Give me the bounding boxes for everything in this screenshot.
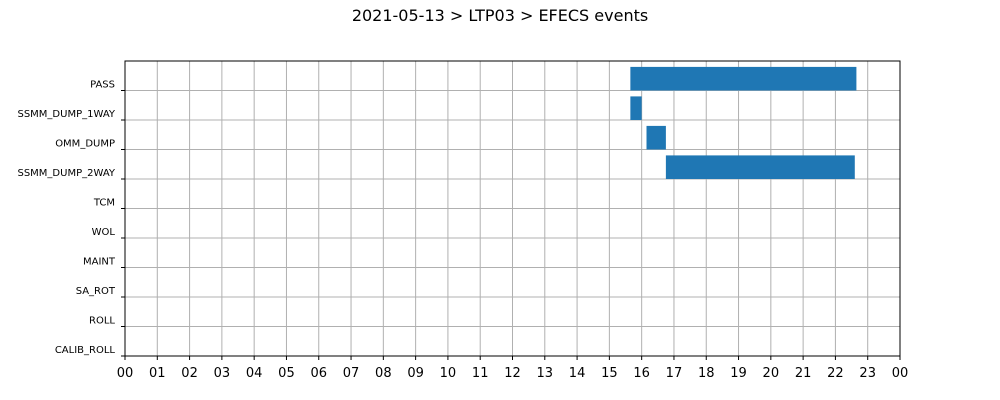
- y-tick-label: SSMM_DUMP_1WAY: [17, 109, 115, 120]
- event-bar: [630, 66, 857, 91]
- y-tick-label: MAINT: [83, 257, 116, 268]
- x-tick-label: 11: [472, 366, 489, 381]
- x-tick-label: 21: [795, 366, 812, 381]
- axes: PASS SSMM_DUMP_1WAY OMM_DUMP SSMM_DUMP_2WAY…: [17, 60, 909, 381]
- x-tick-label: 16: [633, 366, 650, 381]
- x-tick-label: 23: [859, 366, 876, 381]
- x-tick-label: 13: [537, 366, 554, 381]
- event-bar: [646, 125, 666, 150]
- x-tick-label: 00: [117, 366, 134, 381]
- y-tick-label: TCM: [93, 198, 115, 209]
- x-tick-label: 10: [440, 366, 457, 381]
- x-tick-label: 01: [149, 366, 166, 381]
- x-tick-label: 05: [278, 366, 295, 381]
- x-tick-label: 00: [892, 366, 909, 381]
- event-bars: [630, 66, 857, 179]
- x-tick-label: 08: [375, 366, 392, 381]
- x-tick-label: 17: [666, 366, 683, 381]
- y-tick-label: OMM_DUMP: [55, 139, 115, 150]
- y-tick-label: WOL: [92, 227, 116, 238]
- x-tick-label: 04: [246, 366, 263, 381]
- x-tick-label: 06: [310, 366, 327, 381]
- x-tick-label: 14: [569, 366, 586, 381]
- x-tick-label: 12: [504, 366, 521, 381]
- x-tick-label: 19: [730, 366, 747, 381]
- x-tick-label: 20: [763, 366, 780, 381]
- y-tick-label: CALIB_ROLL: [55, 345, 116, 356]
- x-tick-label: 09: [407, 366, 424, 381]
- y-tick-label: SA_ROT: [76, 286, 116, 297]
- chart-title: 2021-05-13 > LTP03 > EFECS events: [351, 6, 649, 25]
- x-tick-label: 07: [343, 366, 360, 381]
- event-bar: [665, 155, 855, 179]
- x-tick-label: 18: [698, 366, 715, 381]
- x-tick-label: 22: [827, 366, 844, 381]
- y-tick-label: PASS: [90, 80, 115, 91]
- y-tick-label: ROLL: [89, 316, 115, 327]
- grid: [124, 61, 901, 357]
- x-tick-label: 03: [214, 366, 231, 381]
- x-tick-label: 15: [601, 366, 618, 381]
- event-bar: [630, 96, 642, 120]
- x-tick-label: 02: [181, 366, 198, 381]
- y-tick-label: SSMM_DUMP_2WAY: [17, 168, 115, 179]
